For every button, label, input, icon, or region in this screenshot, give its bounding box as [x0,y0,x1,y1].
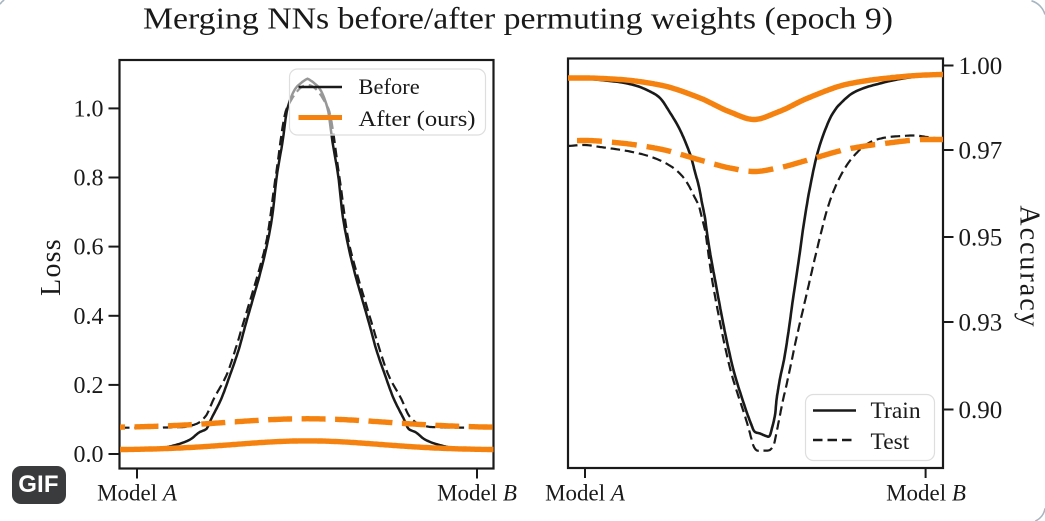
svg-text:Model B: Model B [437,481,517,506]
svg-text:Model A: Model A [545,481,626,506]
svg-text:Loss: Loss [36,238,67,296]
svg-text:Before: Before [359,74,420,99]
svg-text:0.4: 0.4 [74,304,104,330]
svg-text:Test: Test [871,429,910,455]
svg-text:Merging NNs before/after permu: Merging NNs before/after permuting weigh… [143,1,893,36]
svg-text:Model A: Model A [97,481,178,506]
svg-text:Accuracy: Accuracy [1014,205,1045,328]
svg-text:1.00: 1.00 [959,53,1003,80]
svg-text:0.2: 0.2 [74,373,104,399]
svg-text:0.97: 0.97 [959,138,1003,165]
svg-text:0.0: 0.0 [74,442,104,468]
svg-text:0.90: 0.90 [959,397,1003,424]
svg-text:0.8: 0.8 [74,166,104,192]
svg-text:0.6: 0.6 [74,235,104,261]
svg-text:Train: Train [871,398,921,424]
svg-text:0.95: 0.95 [959,225,1003,252]
svg-text:0.93: 0.93 [959,310,1003,337]
svg-text:Model B: Model B [886,481,966,506]
svg-text:1.0: 1.0 [74,96,104,122]
svg-text:After (ours): After (ours) [359,106,476,131]
